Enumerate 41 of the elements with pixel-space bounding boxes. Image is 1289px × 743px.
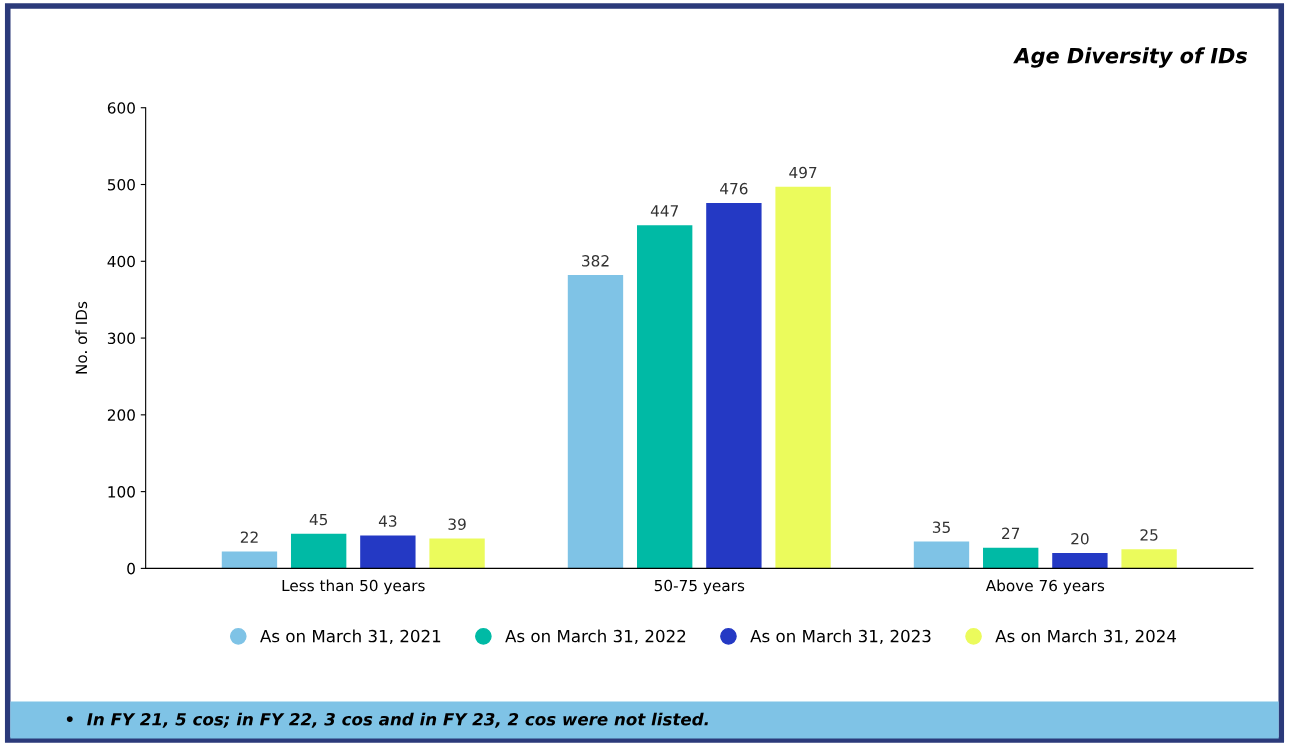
y-tick-label: 200: [107, 409, 135, 421]
legend-label: As on March 31, 2022: [505, 629, 686, 645]
data-label: 22: [240, 531, 258, 543]
data-label: 382: [582, 255, 609, 267]
chart-title: Age Diversity of IDs: [1013, 47, 1248, 68]
data-label: 497: [789, 166, 817, 179]
data-label: 447: [650, 205, 678, 217]
bar: [1052, 553, 1108, 569]
data-label: 25: [1140, 529, 1158, 541]
data-label: 35: [932, 521, 950, 534]
bar: [637, 225, 693, 569]
bar: [221, 551, 278, 569]
data-label: 43: [378, 515, 397, 527]
bar: [290, 533, 347, 569]
data-label: 20: [1071, 532, 1089, 545]
y-tick-label: 100: [108, 486, 135, 498]
x-tick-label: 50-75 years: [654, 579, 745, 595]
y-tick-label: 300: [107, 332, 135, 345]
bar: [983, 547, 1039, 569]
y-tick-label: 600: [107, 102, 135, 114]
data-label: 476: [720, 182, 748, 195]
y-tick-label: 0: [127, 562, 135, 575]
legend-label: As on March 31, 2023: [750, 629, 931, 645]
data-label: 39: [448, 518, 466, 530]
bar: [706, 202, 762, 569]
legend-label: As on March 31, 2024: [995, 629, 1177, 645]
bar: [429, 538, 485, 569]
x-tick-label: Above 76 years: [985, 579, 1105, 595]
bar: [567, 275, 624, 569]
data-label: 27: [1002, 527, 1020, 539]
y-tick-label: 500: [107, 178, 135, 191]
bar: [1121, 549, 1177, 569]
bar: [775, 186, 831, 569]
bar: [913, 541, 970, 569]
data-label: 45: [309, 513, 328, 526]
y-axis-title: No. of IDs: [75, 301, 88, 374]
text: • In FY 21, 5 cos; in FY 22, 3 cos and in FY 23, 2 cos were not listed.: [66, 712, 708, 728]
legend-label: As on March 31, 2021: [260, 629, 441, 645]
x-tick-label: Less than 50 years: [282, 579, 425, 595]
y-tick-label: 400: [107, 255, 135, 268]
bar: [360, 535, 416, 569]
